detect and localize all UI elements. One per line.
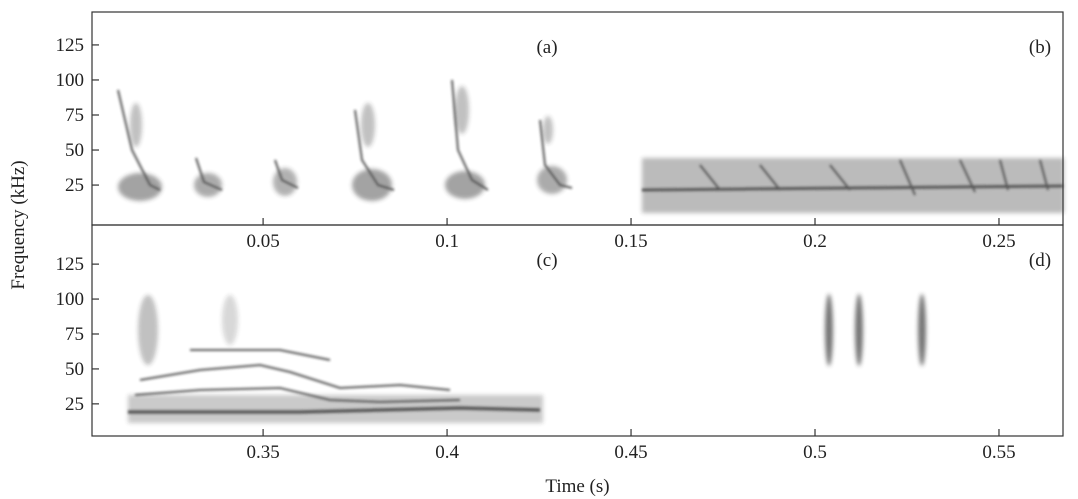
x-tick-label: 0.55 <box>982 442 1015 463</box>
y-tick-label: 100 <box>56 70 85 91</box>
y-tick-label: 25 <box>65 175 84 196</box>
spectrogram-texture <box>128 294 926 423</box>
y-tick-label: 100 <box>56 289 85 310</box>
y-tick-label: 50 <box>65 140 84 161</box>
spectrogram-texture <box>117 79 1064 213</box>
y-tick-label: 125 <box>56 35 85 56</box>
y-tick-label: 50 <box>65 359 84 380</box>
panel-label: (d) <box>1029 250 1051 271</box>
panel-label: (c) <box>536 250 557 271</box>
y-tick-label: 75 <box>65 324 84 345</box>
y-tick-label: 75 <box>65 105 84 126</box>
y-tick-label: 125 <box>56 254 85 275</box>
x-tick-label: 0.35 <box>246 442 279 463</box>
y-axis-label: Frequency (kHz) <box>8 160 29 289</box>
x-tick-label: 0.5 <box>803 442 827 463</box>
x-axis-label: Time (s) <box>545 476 609 497</box>
x-tick-label: 0.2 <box>803 231 827 252</box>
x-tick-label: 0.15 <box>614 231 647 252</box>
plot-frame <box>91 224 1064 437</box>
x-tick-label: 0.05 <box>246 231 279 252</box>
y-tick-label: 25 <box>65 394 84 415</box>
x-tick-label: 0.4 <box>435 442 459 463</box>
x-tick-label: 0.25 <box>982 231 1015 252</box>
panel-label: (b) <box>1029 37 1051 58</box>
panel-label: (a) <box>536 37 557 58</box>
x-tick-label: 0.45 <box>614 442 647 463</box>
x-tick-label: 0.1 <box>435 231 459 252</box>
